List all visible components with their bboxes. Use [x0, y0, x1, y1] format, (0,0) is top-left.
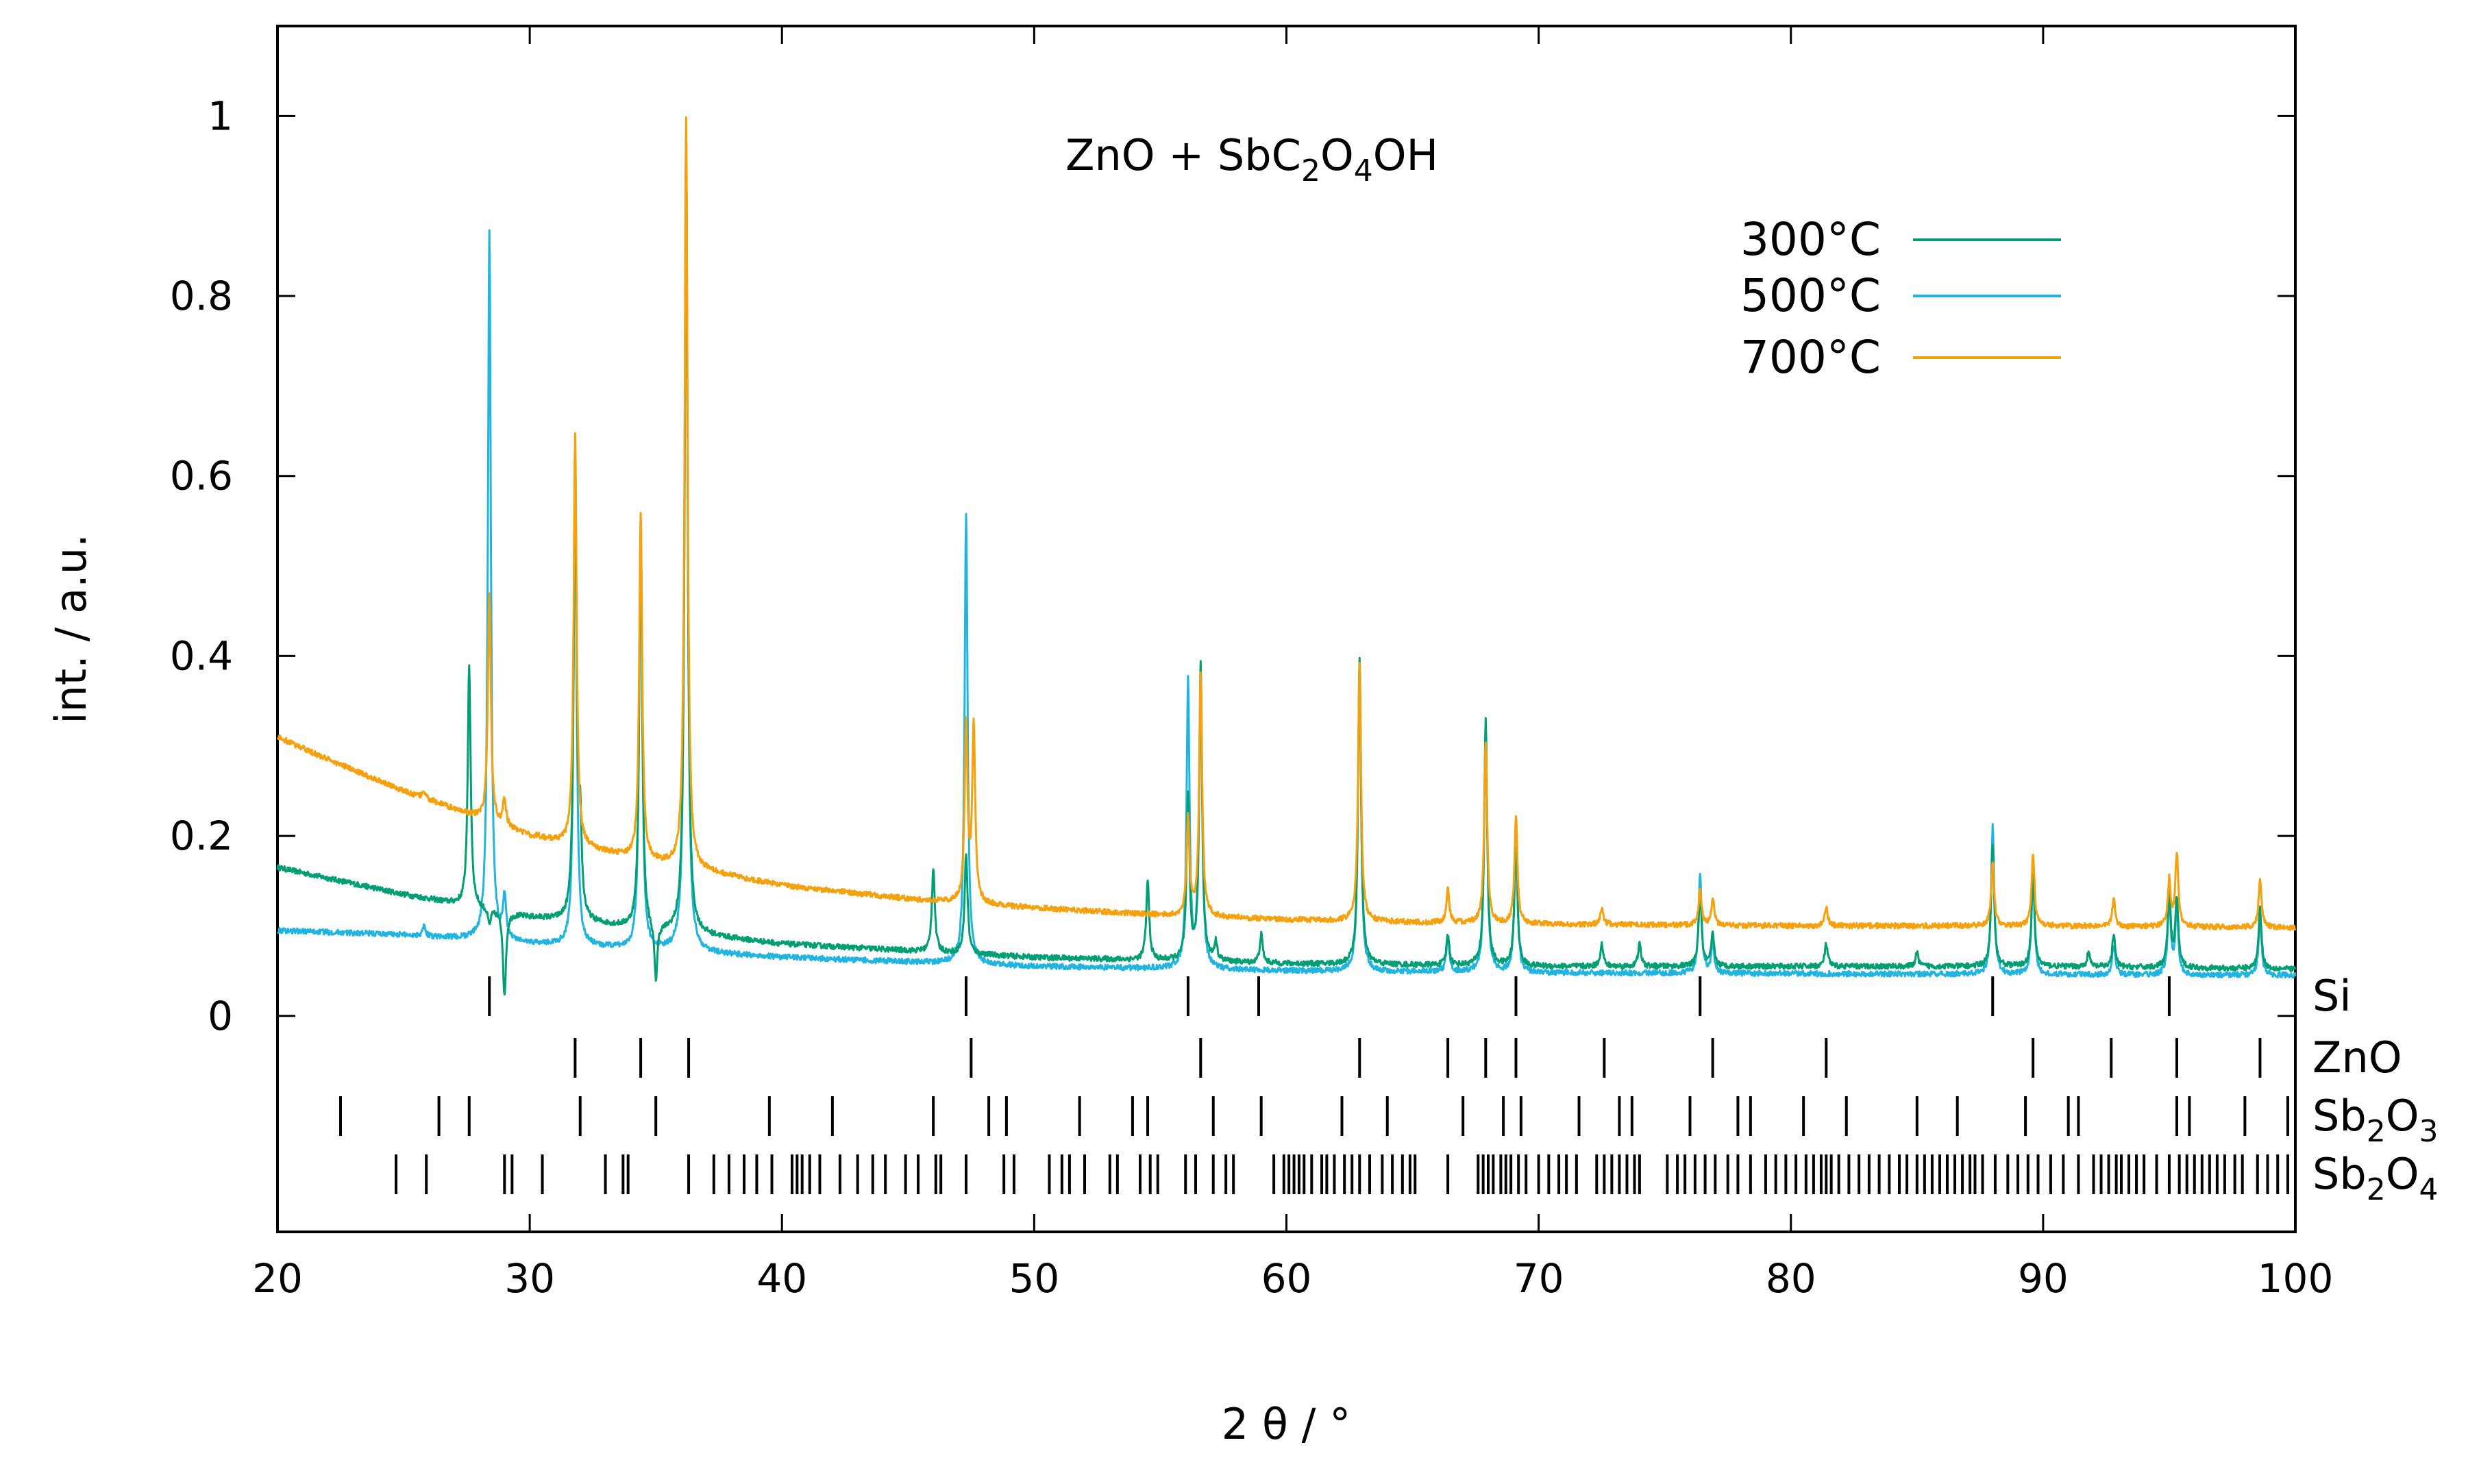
plot-frame: [276, 25, 2297, 1233]
legend-label-2: 500°C: [1740, 269, 1881, 322]
y-tick-label: 0.2: [170, 813, 233, 859]
x-axis-title: 2 θ / °: [1222, 1399, 1350, 1449]
x-tick-label: 50: [1009, 1255, 1059, 1302]
series-line-1: [276, 133, 2297, 996]
series-line-2: [277, 131, 2297, 979]
y-tick-label: 0.8: [170, 273, 233, 319]
y-axis-title: int. / a.u.: [46, 534, 96, 724]
phase-label-Sb2O4: Sb2O4: [2312, 1149, 2439, 1207]
y-tick-label: 0: [208, 993, 233, 1039]
series-line-3: [276, 116, 2297, 931]
legend-label-1: 300°C: [1740, 213, 1881, 266]
x-tick-label: 20: [252, 1255, 303, 1302]
y-tick-label: 1: [208, 92, 233, 139]
y-tick-labels: 0 0.2 0.4 0.6 0.8 1: [170, 92, 233, 1039]
x-tick-label: 60: [1261, 1255, 1312, 1302]
y-tick-label: 0.4: [170, 632, 233, 679]
x-tick-label: 30: [504, 1255, 555, 1302]
x-tick-label: 90: [2018, 1255, 2069, 1302]
legend-label-3: 700°C: [1740, 331, 1881, 384]
series-lines: [276, 116, 2297, 996]
x-tick-label: 100: [2258, 1255, 2334, 1302]
reference-phase-ticks: [339, 976, 2289, 1194]
phase-label-ZnO: ZnO: [2312, 1032, 2402, 1083]
x-tick-label: 40: [756, 1255, 807, 1302]
x-tick-labels: 20 30 40 50 60 70 80 90 100: [252, 1255, 2333, 1302]
x-tick-label: 80: [1766, 1255, 1816, 1302]
phase-label-Si: Si: [2312, 971, 2352, 1021]
axis-ticks: [276, 26, 2297, 1232]
plot-title: ZnO + SbC2O4OH: [1065, 130, 1438, 188]
x-tick-label: 70: [1514, 1255, 1564, 1302]
phase-label-Sb2O3: Sb2O3: [2312, 1091, 2439, 1149]
y-tick-label: 0.6: [170, 453, 233, 499]
